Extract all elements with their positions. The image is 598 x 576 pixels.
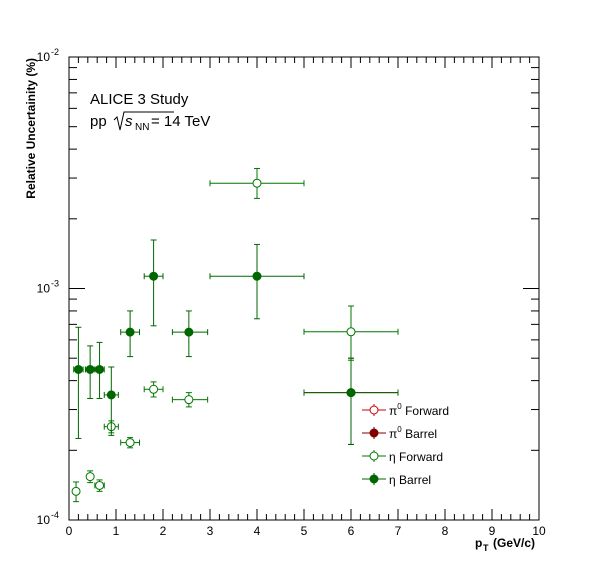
error-bar: [209, 243, 305, 320]
x-tick-label: 10: [532, 524, 546, 538]
x-tick-label: 1: [113, 524, 120, 538]
annotation-collision: pp: [90, 113, 107, 130]
data-point: [125, 438, 135, 448]
y-tick-label: 10: [37, 513, 51, 527]
x-ticks: 0 1 2 3 4 5 6 7 8 9 10: [66, 57, 546, 538]
x-tick-label: 3: [207, 524, 214, 538]
x-axis-title-main: p: [475, 536, 482, 550]
legend-marker: [369, 474, 379, 484]
series-3: [73, 239, 399, 445]
legend-marker: [369, 451, 379, 461]
x-tick-label: 9: [489, 524, 496, 538]
legend-marker: [369, 428, 379, 438]
data-point: [95, 364, 105, 374]
series-2: [71, 167, 399, 503]
error-bar: [143, 381, 164, 398]
data-point: [149, 384, 159, 394]
y-tick-label: 10: [37, 50, 51, 64]
data-point: [149, 271, 159, 281]
error-bar: [171, 310, 209, 358]
legend-label: η Forward: [389, 450, 443, 464]
annotation-nn: NN: [135, 122, 149, 133]
data-point: [184, 327, 194, 337]
data-point: [106, 390, 116, 400]
legend: π0 Forward π0 Barrel η Forward η Barrel: [362, 402, 449, 487]
error-bar: [143, 239, 164, 327]
data-point: [71, 486, 81, 496]
x-axis-title-unit: (GeV/c): [493, 536, 535, 550]
y-tick-label-exponent: -3: [51, 279, 59, 289]
annotation-energy-value: = 14 TeV: [151, 113, 210, 130]
x-tick-label: 4: [254, 524, 261, 538]
error-bar: [303, 357, 399, 445]
y-ticks: 10-410-310-2: [37, 47, 539, 527]
legend-label: η Barrel: [389, 473, 431, 487]
data-point: [85, 364, 95, 374]
legend-label: π0 Barrel: [389, 425, 437, 441]
series-layer: [71, 167, 399, 503]
x-tick-label: 8: [442, 524, 449, 538]
legend-entry: η Barrel: [362, 473, 431, 487]
x-tick-label: 2: [160, 524, 167, 538]
legend-entry: π0 Forward: [362, 402, 449, 418]
error-bar: [103, 366, 119, 436]
annotation-title: ALICE 3 Study: [90, 91, 189, 108]
y-tick-label-exponent: -4: [51, 510, 59, 520]
data-point: [85, 472, 95, 482]
data-point: [346, 388, 356, 398]
error-bar: [209, 167, 305, 199]
x-axis-title: p T (GeV/c): [475, 536, 535, 553]
data-point: [125, 327, 135, 337]
data-point: [184, 395, 194, 405]
data-point: [346, 327, 356, 337]
legend-label: π0 Forward: [389, 402, 449, 418]
data-point: [252, 271, 262, 281]
data-point: [252, 178, 262, 188]
x-tick-label: 0: [66, 524, 73, 538]
x-tick-label: 7: [395, 524, 402, 538]
axes: 0 1 2 3 4 5 6 7 8 9 10 10-410-310-2: [37, 47, 546, 538]
sqrt-symbol: [113, 111, 174, 131]
annotation-energy: pp s NN = 14 TeV: [90, 111, 210, 133]
x-axis-title-sub: T: [483, 543, 489, 553]
legend-marker: [369, 405, 379, 415]
error-bar: [120, 310, 140, 358]
x-tick-label: 5: [301, 524, 308, 538]
y-tick-label: 10: [37, 282, 51, 296]
legend-entry: η Forward: [362, 450, 443, 464]
x-tick-label: 6: [348, 524, 355, 538]
y-tick-label-exponent: -2: [51, 47, 59, 57]
annotation-sqrt-s: s: [125, 113, 133, 130]
error-bar: [171, 392, 209, 408]
data-point: [73, 364, 83, 374]
y-axis-title: Relative Uncertainity (%): [24, 58, 38, 199]
data-point: [95, 480, 105, 490]
legend-entry: π0 Barrel: [362, 425, 437, 441]
